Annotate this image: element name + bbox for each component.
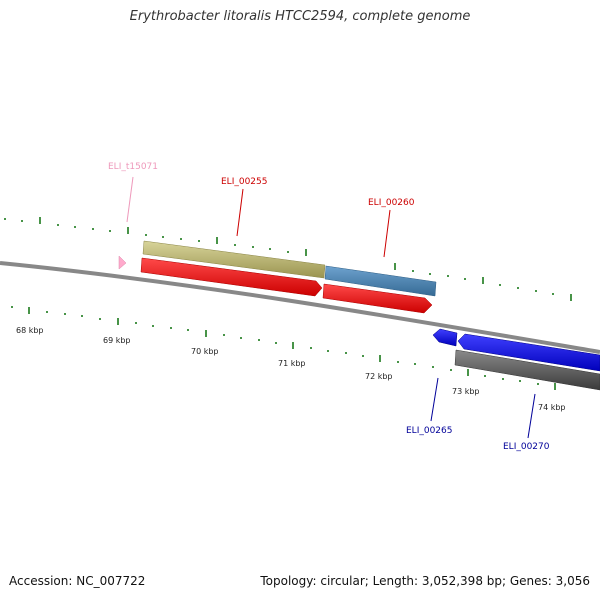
gene-feature-eli-00260[interactable] xyxy=(324,265,437,297)
tick-label: 68 kbp xyxy=(16,326,44,335)
gene-label-eli-00255[interactable]: ELI_00255 xyxy=(221,177,268,187)
tick-label: 74 kbp xyxy=(538,403,566,412)
tick-label: 70 kbp xyxy=(191,347,219,356)
genome-backbone xyxy=(0,261,600,354)
genome-summary-text: Topology: circular; Length: 3,052,398 bp… xyxy=(260,574,590,588)
tick-label: 69 kbp xyxy=(103,336,131,345)
lower-tick-row xyxy=(11,306,556,390)
gene-label-eli-00260[interactable]: ELI_00260 xyxy=(368,198,415,208)
gene-label-eli-t15071[interactable]: ELI_t15071 xyxy=(108,162,158,172)
tick-label: 73 kbp xyxy=(452,387,480,396)
cds-feature-eli-00265[interactable] xyxy=(432,328,458,347)
cds-feature-eli-00260[interactable] xyxy=(322,283,433,314)
label-leader-eli-00260 xyxy=(383,209,391,258)
accession-text: Accession: NC_007722 xyxy=(9,574,146,588)
trna-feature-eli-t15071[interactable] xyxy=(118,255,127,270)
cds-feature-eli-00270[interactable] xyxy=(457,333,600,372)
label-leader-eli-00270 xyxy=(527,393,536,439)
cds-feature-eli-00255[interactable] xyxy=(140,257,323,297)
label-leader-eli-00265 xyxy=(430,377,439,422)
tick-label: 72 kbp xyxy=(365,372,393,381)
gene-feature-eli-00270[interactable] xyxy=(454,349,600,391)
gene-feature-eli-00255[interactable] xyxy=(142,240,326,279)
label-leader-eli-t15071 xyxy=(126,176,134,223)
label-leader-eli-00255 xyxy=(236,188,244,237)
tick-label: 71 kbp xyxy=(278,359,306,368)
upper-tick-row xyxy=(4,217,572,301)
map-title: Erythrobacter litoralis HTCC2594, comple… xyxy=(129,9,471,24)
gene-label-eli-00265[interactable]: ELI_00265 xyxy=(406,426,453,436)
gene-label-eli-00270[interactable]: ELI_00270 xyxy=(503,442,550,452)
